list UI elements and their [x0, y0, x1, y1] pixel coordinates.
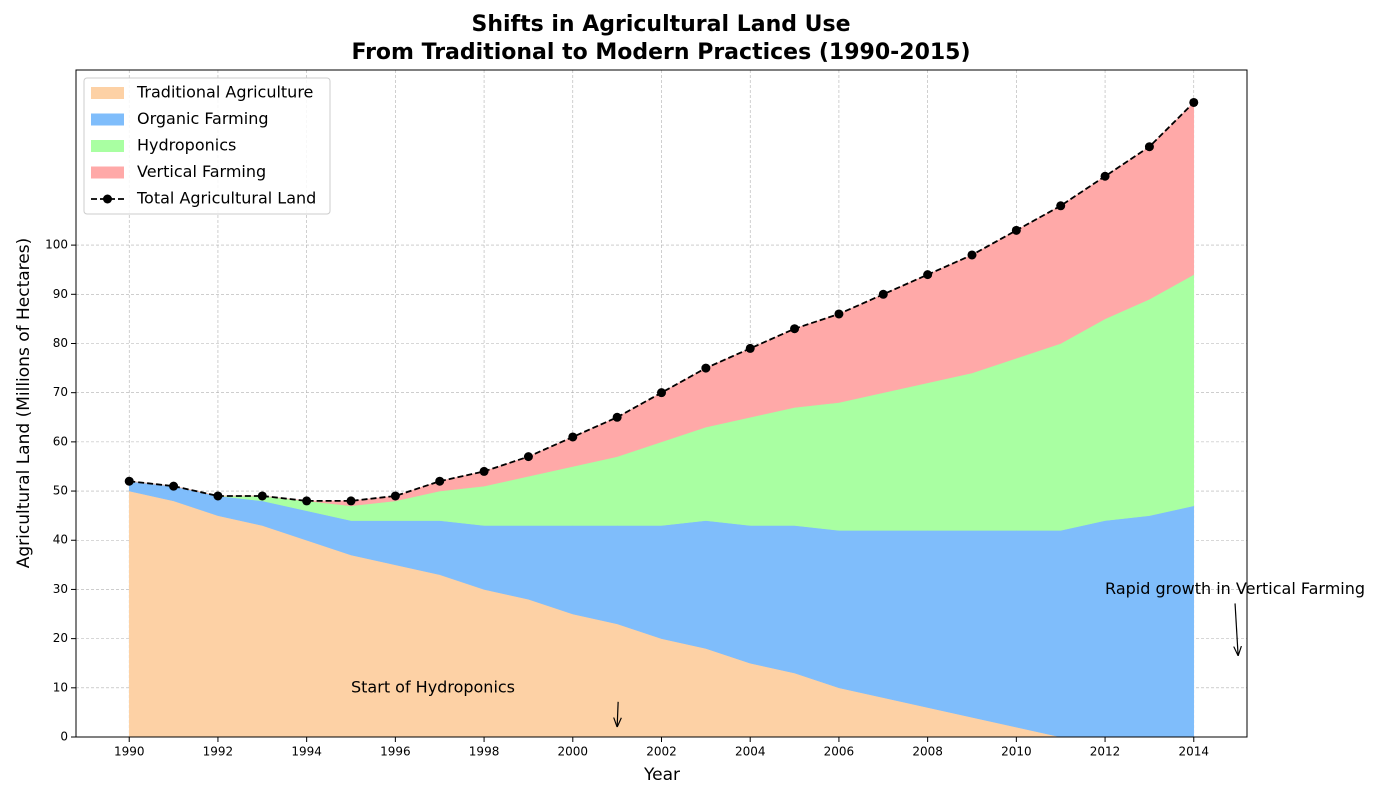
- x-tick-label: 2002: [646, 745, 677, 759]
- total-marker: [1100, 171, 1110, 181]
- total-marker: [346, 496, 356, 506]
- legend-swatch: [91, 87, 124, 99]
- legend-box: [83, 77, 331, 215]
- legend-marker: [103, 194, 112, 204]
- legend-label: Hydroponics: [137, 136, 236, 155]
- x-tick-label: 1990: [114, 745, 145, 759]
- legend-swatch: [91, 166, 124, 179]
- y-tick-label: 40: [53, 533, 68, 547]
- legend-label: Vertical Farming: [137, 162, 266, 181]
- area: [129, 101, 1195, 507]
- x-tick-label: 2004: [735, 745, 766, 759]
- total-marker: [124, 476, 134, 486]
- chart-subtitle: From Traditional to Modern Practices (19…: [351, 40, 970, 65]
- y-tick-label: 50: [53, 484, 68, 498]
- legend-label: Total Agricultural Land: [136, 189, 316, 208]
- y-tick-label: 0: [60, 730, 68, 744]
- total-marker: [257, 491, 267, 501]
- legend-swatch: [91, 113, 124, 126]
- total-marker: [302, 496, 312, 506]
- legend-label: Organic Farming: [137, 109, 268, 128]
- total-marker: [612, 412, 622, 422]
- total-marker: [790, 324, 800, 334]
- y-tick-label: 60: [53, 434, 68, 448]
- legend: Traditional Agriculture Organic Farming Hy…: [83, 77, 331, 215]
- x-tick-label: 2008: [912, 745, 943, 759]
- total-marker: [568, 432, 578, 442]
- total-marker: [1011, 225, 1021, 235]
- total-marker: [479, 466, 489, 476]
- annotation-arrow: [1235, 603, 1238, 655]
- y-tick-label: 30: [53, 582, 68, 596]
- total-marker: [169, 481, 179, 491]
- y-tick-label: 80: [53, 336, 68, 350]
- annotation-arrow: [617, 701, 618, 727]
- y-tick-label: 10: [53, 680, 68, 694]
- legend-swatch: [91, 140, 124, 152]
- x-tick-label: 1992: [203, 745, 234, 759]
- total-marker: [523, 452, 533, 462]
- x-tick-label: 2014: [1178, 745, 1209, 759]
- legend-label: Traditional Agriculture: [136, 83, 313, 102]
- total-marker: [390, 491, 400, 501]
- total-marker: [1189, 97, 1199, 107]
- total-marker: [657, 388, 666, 398]
- total-marker: [967, 250, 977, 260]
- annotation: Start of Hydroponics: [351, 677, 515, 696]
- x-tick-label: 2000: [558, 745, 589, 759]
- chart-title: Shifts in Agricultural Land Use: [471, 12, 850, 37]
- total-marker: [701, 363, 711, 373]
- y-tick-label: 90: [53, 287, 68, 301]
- annotation: Rapid growth in Vertical Farming: [1105, 579, 1365, 598]
- x-tick-label: 2010: [1001, 745, 1032, 759]
- total-marker: [213, 491, 223, 501]
- total-marker: [923, 270, 933, 280]
- total-marker: [834, 309, 844, 319]
- y-tick-label: 100: [45, 238, 68, 252]
- x-tick-label: 2006: [824, 745, 855, 759]
- x-tick-label: 1994: [291, 745, 322, 759]
- total-marker: [435, 476, 445, 486]
- x-axis-label: Year: [643, 765, 680, 785]
- y-tick-label: 70: [53, 385, 68, 399]
- total-marker: [1056, 201, 1066, 211]
- y-axis-label: Agricultural Land (Millions of Hectares): [14, 238, 34, 568]
- total-marker: [745, 343, 755, 353]
- y-tick-label: 20: [53, 631, 68, 645]
- x-tick-label: 2012: [1090, 745, 1121, 759]
- x-tick-label: 1998: [469, 745, 500, 759]
- plot-frame: [75, 69, 1248, 738]
- total-marker: [1144, 142, 1154, 152]
- x-tick-label: 1996: [380, 745, 411, 759]
- total-marker: [878, 289, 888, 299]
